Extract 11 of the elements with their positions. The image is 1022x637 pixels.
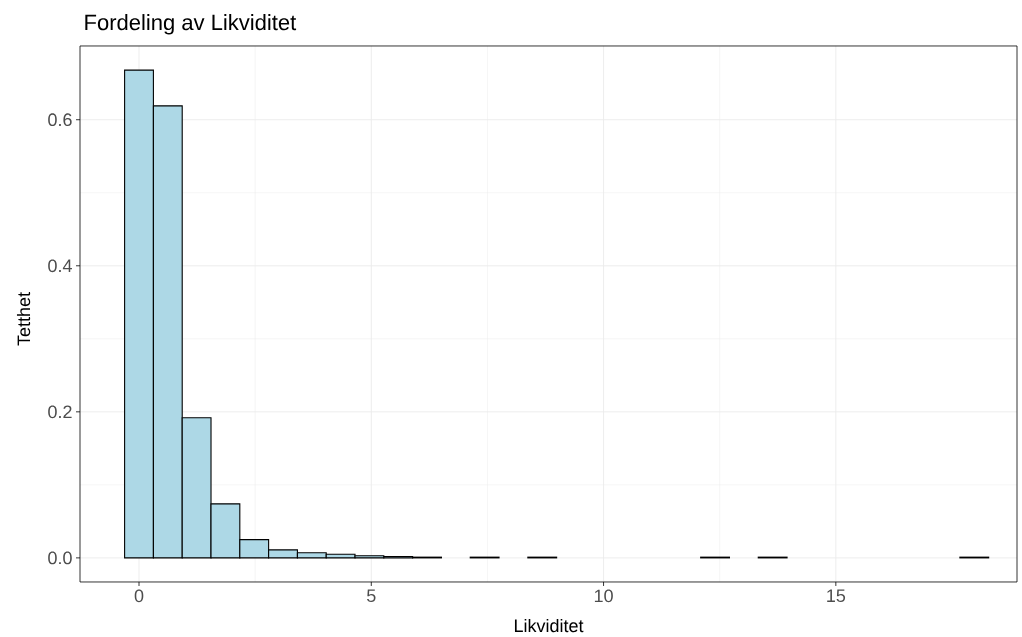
y-tick-label: 0.2 [48, 405, 72, 419]
y-tick-label: 0.6 [48, 113, 72, 127]
y-axis-title: Tetthet [16, 292, 31, 346]
x-tick-label: 5 [367, 589, 376, 603]
y-tick-label: 0.0 [48, 551, 72, 565]
x-tick-label: 15 [827, 589, 846, 603]
x-axis-title: Likviditet [514, 618, 584, 633]
y-tick-label: 0.4 [48, 259, 72, 273]
chart-title: Fordeling av Likviditet [85, 14, 297, 35]
x-tick-label: 0 [134, 589, 144, 603]
x-tick-label: 10 [594, 589, 613, 603]
